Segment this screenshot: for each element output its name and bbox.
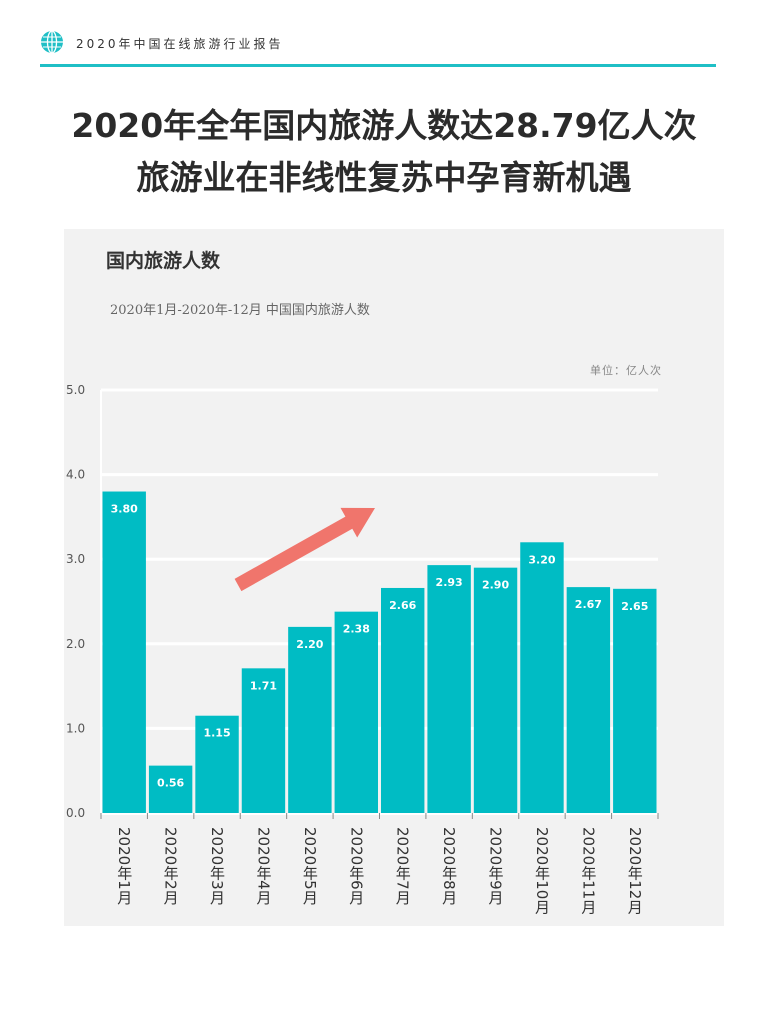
bar xyxy=(473,567,518,813)
bar-value-label: 3.80 xyxy=(111,503,138,516)
bar xyxy=(102,491,146,813)
bar xyxy=(195,715,239,813)
chart-subtitle: 2020年1月-2020年-12月 中国国内旅游人数 xyxy=(110,303,370,318)
x-tick-label: 2020年8月 xyxy=(440,827,458,906)
headline-line-1: 2020年全年国内旅游人数达28.79亿人次 xyxy=(71,106,697,145)
x-tick-label: 2020年2月 xyxy=(162,827,180,906)
y-tick-label: 1.0 xyxy=(66,721,85,735)
bar-value-label: 2.20 xyxy=(296,638,323,651)
y-tick-label: 4.0 xyxy=(66,468,85,482)
x-tick-label: 2020年10月 xyxy=(533,827,551,915)
bar-value-label: 2.67 xyxy=(575,598,602,611)
report-header: 2020年中国在线旅游行业报告 xyxy=(40,28,716,67)
y-tick-label: 2.0 xyxy=(66,637,85,651)
x-tick-label: 2020年5月 xyxy=(301,827,319,906)
bar xyxy=(520,542,564,813)
x-tick-label: 2020年9月 xyxy=(487,827,505,906)
bar xyxy=(288,626,332,813)
x-tick-label: 2020年11月 xyxy=(579,827,597,915)
header-title: 2020年中国在线旅游行业报告 xyxy=(76,37,284,51)
globe-icon xyxy=(41,30,63,54)
bar-value-label: 2.65 xyxy=(621,600,648,613)
bar xyxy=(566,587,611,813)
x-tick-label: 2020年7月 xyxy=(394,827,412,906)
bar xyxy=(148,765,193,813)
bar-value-label: 2.93 xyxy=(436,576,463,589)
x-tick-label: 2020年6月 xyxy=(347,827,365,906)
page-headline: 2020年全年国内旅游人数达28.79亿人次 旅游业在非线性复苏中孕育新机遇 xyxy=(0,100,768,204)
bar xyxy=(427,565,471,813)
x-tick-label: 2020年1月 xyxy=(115,827,133,906)
bar xyxy=(334,611,378,813)
chart-title: 国内旅游人数 xyxy=(106,250,221,272)
x-tick-label: 2020年3月 xyxy=(208,827,226,906)
bar-value-label: 0.56 xyxy=(157,777,184,790)
x-tick-label: 2020年4月 xyxy=(254,827,272,906)
bar-value-label: 1.71 xyxy=(250,679,277,692)
y-tick-label: 0.0 xyxy=(66,806,85,820)
bar xyxy=(381,587,425,813)
bar-value-label: 3.20 xyxy=(528,553,555,566)
bar-value-label: 1.15 xyxy=(203,727,230,740)
bar-value-label: 2.38 xyxy=(343,623,370,636)
y-tick-label: 3.0 xyxy=(66,552,85,566)
unit-label: 单位：亿人次 xyxy=(590,364,662,377)
bar-value-label: 2.90 xyxy=(482,579,509,592)
y-tick-label: 5.0 xyxy=(66,383,85,397)
bar xyxy=(613,588,657,813)
bar-value-label: 2.66 xyxy=(389,599,416,612)
headline-line-2: 旅游业在非线性复苏中孕育新机遇 xyxy=(136,158,632,197)
trend-arrow-icon xyxy=(234,507,375,592)
x-tick-label: 2020年12月 xyxy=(626,827,644,915)
bar xyxy=(241,668,286,813)
